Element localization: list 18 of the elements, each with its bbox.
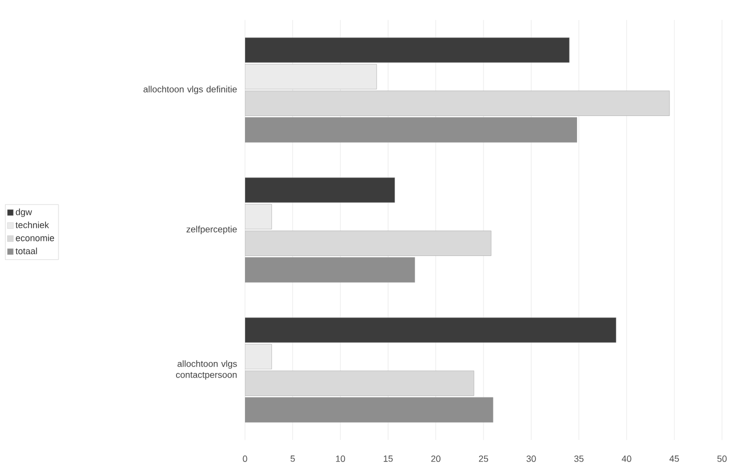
legend-label: techniek <box>16 222 50 228</box>
y-tick-label: allochtoon vlgs definitie <box>144 86 237 94</box>
x-tick-label: 50 <box>717 456 727 462</box>
y-tick-label: zelfperceptie <box>186 226 237 234</box>
x-tick-label: 5 <box>290 456 295 462</box>
x-tick-label: 20 <box>431 456 440 462</box>
legend-label: economie <box>16 234 54 242</box>
x-tick-label: 40 <box>622 456 632 462</box>
x-tick-label: 25 <box>478 456 488 462</box>
x-tick-label: 0 <box>242 456 248 462</box>
x-tick-label: 15 <box>384 456 393 462</box>
x-tick-label: 35 <box>574 456 584 462</box>
x-tick-label: 45 <box>669 456 679 462</box>
x-tick-label: 30 <box>526 456 536 462</box>
legend-label: dgw <box>16 208 32 217</box>
y-tick-label: allochtoon vlgs contactpersoon <box>176 360 237 380</box>
x-tick-label: 10 <box>336 456 346 462</box>
legend-label: totaal <box>16 248 37 254</box>
